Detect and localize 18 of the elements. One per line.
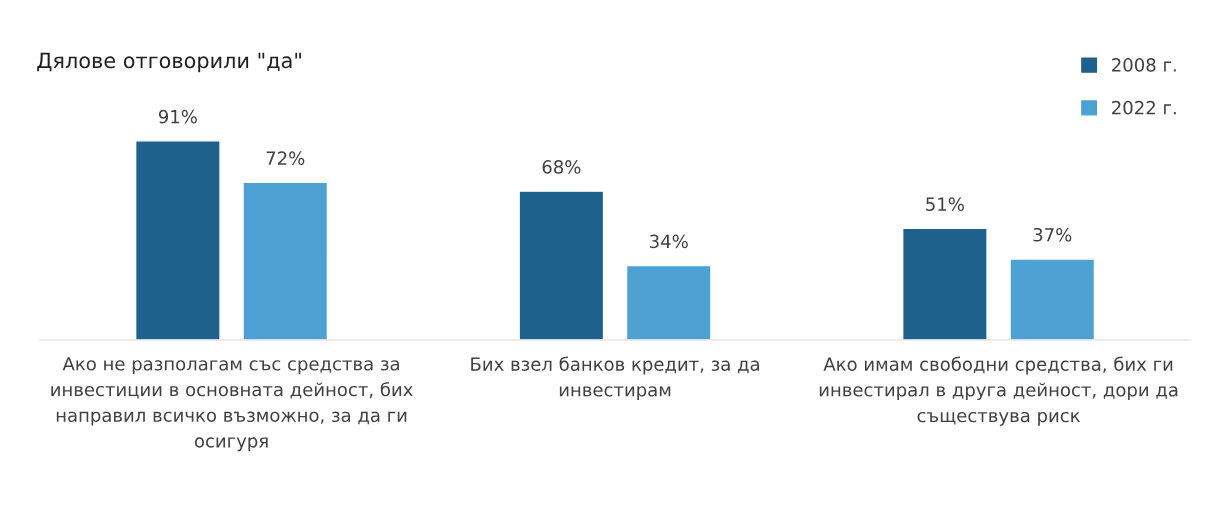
bar (242, 181, 329, 340)
data-label: 91% (158, 109, 197, 124)
bar (625, 264, 712, 340)
x-tick-label: Бих взел банков кредит, за да инвестирам (471, 356, 759, 401)
x-tick-label: Ако имам свободни средства, бих ги инвестирал в друга дейност, дори да съществува риск (819, 356, 1178, 426)
data-label: 68% (542, 160, 581, 174)
x-tick-label: Ако не разполагам със средства за инвестиции в основната дейност, бих направил всичко възможно, за да ги осигуря (51, 357, 413, 452)
bar (901, 227, 988, 340)
legend-label: 2008 г. (1112, 58, 1176, 72)
chart-title: Дялове отговорили "да" (37, 52, 301, 73)
data-label: 37% (1033, 227, 1072, 242)
bar (134, 140, 221, 340)
bar (1009, 258, 1096, 340)
legend-label: 2022 г. (1112, 100, 1176, 115)
data-label: 34% (650, 234, 688, 249)
data-label: 72% (266, 151, 305, 166)
bar (518, 190, 605, 340)
data-label: 51% (926, 197, 964, 211)
